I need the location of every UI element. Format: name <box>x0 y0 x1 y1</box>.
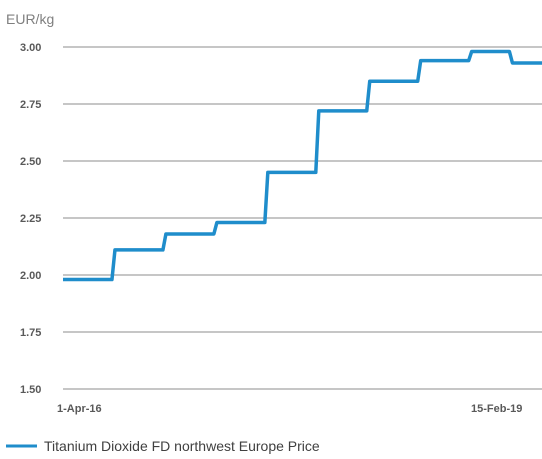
x-tick-label: 1-Apr-16 <box>57 403 102 415</box>
y-tick-label: 2.50 <box>20 156 41 168</box>
y-tick-label: 1.75 <box>20 327 41 339</box>
gridlines <box>63 46 542 390</box>
legend: Titanium Dioxide FD northwest Europe Pri… <box>6 438 320 454</box>
x-axis-ticks: 1-Apr-16 15-Feb-19 <box>57 403 522 415</box>
y-axis-ticks: 3.00 2.75 2.50 2.25 2.00 1.75 1.50 <box>20 42 41 396</box>
series-line <box>63 49 542 282</box>
y-tick-label: 3.00 <box>20 42 41 54</box>
x-tick-label: 15-Feb-19 <box>471 403 522 415</box>
y-tick-label: 2.75 <box>20 99 41 111</box>
y-axis-unit-label: EUR/kg <box>6 11 54 27</box>
series-lines <box>63 49 542 282</box>
y-tick-label: 1.50 <box>20 384 41 396</box>
y-tick-label: 2.00 <box>20 270 41 282</box>
y-tick-label: 2.25 <box>20 213 41 225</box>
legend-label: Titanium Dioxide FD northwest Europe Pri… <box>44 438 320 454</box>
